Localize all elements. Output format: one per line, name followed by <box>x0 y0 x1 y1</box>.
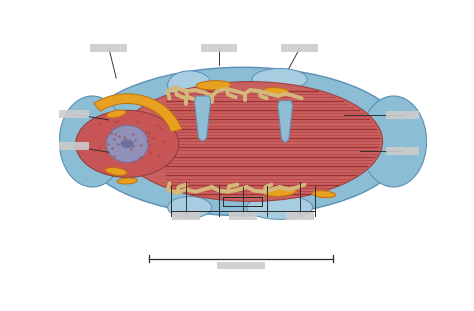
Ellipse shape <box>246 195 313 219</box>
FancyBboxPatch shape <box>386 111 419 119</box>
Ellipse shape <box>312 191 336 198</box>
Ellipse shape <box>168 197 212 218</box>
FancyBboxPatch shape <box>55 142 89 151</box>
Ellipse shape <box>118 81 383 201</box>
Ellipse shape <box>105 168 127 175</box>
Polygon shape <box>194 96 210 142</box>
Ellipse shape <box>107 110 126 118</box>
FancyBboxPatch shape <box>91 44 127 52</box>
Ellipse shape <box>78 67 408 216</box>
Polygon shape <box>278 101 292 143</box>
FancyBboxPatch shape <box>286 211 314 220</box>
FancyBboxPatch shape <box>229 211 257 220</box>
Ellipse shape <box>360 96 427 187</box>
Ellipse shape <box>252 68 307 90</box>
FancyBboxPatch shape <box>201 44 237 52</box>
FancyBboxPatch shape <box>55 110 89 118</box>
Ellipse shape <box>106 125 148 162</box>
Polygon shape <box>94 94 182 132</box>
FancyBboxPatch shape <box>282 44 318 52</box>
Ellipse shape <box>263 88 289 95</box>
Circle shape <box>76 110 179 177</box>
FancyBboxPatch shape <box>172 211 200 220</box>
FancyBboxPatch shape <box>217 262 265 269</box>
Ellipse shape <box>263 187 296 197</box>
Ellipse shape <box>168 71 212 100</box>
Ellipse shape <box>196 81 231 90</box>
FancyBboxPatch shape <box>386 147 419 155</box>
Circle shape <box>120 140 134 148</box>
Ellipse shape <box>59 96 125 187</box>
Ellipse shape <box>117 178 137 184</box>
